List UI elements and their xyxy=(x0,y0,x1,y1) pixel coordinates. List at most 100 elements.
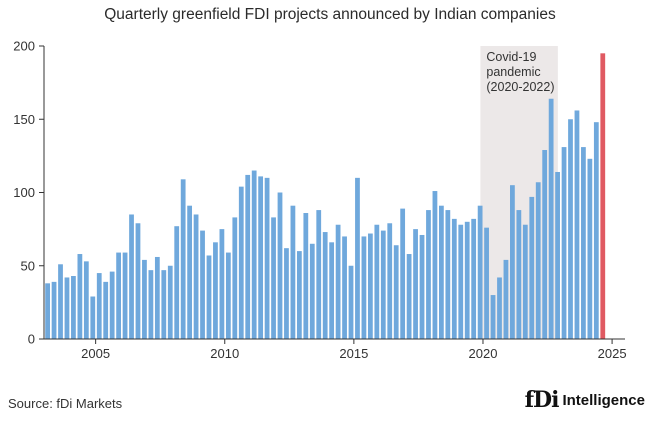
bar xyxy=(103,281,109,339)
x-tick-label: 2010 xyxy=(210,346,239,361)
bar xyxy=(445,210,451,339)
bar xyxy=(200,230,205,339)
bar xyxy=(77,254,83,339)
source-note: Source: fDi Markets xyxy=(8,396,123,411)
bar xyxy=(219,229,225,339)
bar xyxy=(116,252,121,339)
bar xyxy=(335,224,341,339)
bar xyxy=(309,243,315,339)
bar xyxy=(58,264,63,339)
bar xyxy=(174,226,180,339)
bar xyxy=(555,171,560,339)
bar xyxy=(232,217,238,339)
bar xyxy=(361,236,367,339)
x-tick-label: 2005 xyxy=(81,346,110,361)
bar xyxy=(142,259,147,339)
bar xyxy=(451,218,457,339)
bar xyxy=(264,177,270,339)
y-tick-label: 100 xyxy=(13,185,35,200)
bar xyxy=(380,230,386,339)
y-tick-label: 50 xyxy=(21,258,35,273)
bar xyxy=(374,224,380,339)
bar xyxy=(587,158,593,339)
bar xyxy=(284,248,289,339)
bar xyxy=(180,179,186,339)
bar xyxy=(296,251,302,339)
bar xyxy=(432,191,438,339)
bar xyxy=(477,205,483,339)
bar xyxy=(561,147,567,339)
bar xyxy=(245,174,251,339)
bar xyxy=(348,265,354,339)
brand-logo: fDi Intelligence xyxy=(525,387,645,413)
bar xyxy=(71,276,76,339)
bar xyxy=(419,234,425,339)
bar xyxy=(458,224,464,339)
bar xyxy=(548,98,554,340)
bar xyxy=(581,147,586,339)
bar xyxy=(51,281,57,339)
bar xyxy=(400,208,406,339)
bar xyxy=(251,170,257,339)
bar xyxy=(322,232,328,339)
bar xyxy=(522,224,528,339)
bar xyxy=(90,296,96,339)
bar xyxy=(290,205,296,339)
covid-annotation-line: pandemic xyxy=(486,65,540,79)
bar xyxy=(271,217,276,339)
bar xyxy=(367,233,373,339)
bar xyxy=(484,227,489,339)
bar xyxy=(568,119,573,339)
x-tick-label: 2015 xyxy=(339,346,368,361)
bar xyxy=(213,242,218,339)
chart-title: Quarterly greenfield FDI projects announ… xyxy=(104,6,556,23)
y-tick-label: 150 xyxy=(13,112,35,127)
bar xyxy=(593,122,599,340)
bar xyxy=(471,218,477,339)
y-tick-label: 200 xyxy=(13,39,35,54)
bar xyxy=(355,177,360,339)
bar xyxy=(187,205,193,339)
fdi-logo-icon: fDi xyxy=(524,387,560,413)
bar xyxy=(529,196,535,339)
bar xyxy=(406,254,412,339)
bar xyxy=(574,110,580,340)
covid-annotation-line: Covid-19 xyxy=(486,50,536,64)
bar xyxy=(426,210,431,339)
bar xyxy=(206,255,212,339)
bar xyxy=(193,214,199,339)
y-tick-label: 0 xyxy=(28,332,35,347)
bar xyxy=(225,252,231,339)
bar xyxy=(387,223,393,339)
bar xyxy=(154,256,160,339)
bar xyxy=(109,271,115,339)
x-tick-label: 2020 xyxy=(469,346,498,361)
bar xyxy=(258,176,264,339)
brand-name: Intelligence xyxy=(562,391,645,409)
bar xyxy=(83,261,89,339)
bar xyxy=(535,182,541,339)
bar xyxy=(464,221,470,339)
bar xyxy=(510,185,515,339)
bar xyxy=(148,270,154,339)
x-tick-label: 2025 xyxy=(598,346,627,361)
bar xyxy=(238,186,244,339)
bar xyxy=(161,270,167,339)
bar xyxy=(439,205,444,339)
bar xyxy=(277,192,283,339)
bar xyxy=(497,277,502,339)
bar xyxy=(303,213,309,339)
bar xyxy=(64,277,70,339)
covid-annotation-line: (2020-2022) xyxy=(486,80,554,94)
bar xyxy=(167,265,173,339)
bar-latest-highlight xyxy=(600,53,606,339)
bar xyxy=(96,273,102,339)
bar xyxy=(490,295,496,339)
bar xyxy=(316,210,322,339)
bar xyxy=(393,245,399,339)
bar xyxy=(542,150,548,339)
bar xyxy=(413,229,418,339)
bar xyxy=(129,214,134,339)
bar xyxy=(122,252,128,339)
